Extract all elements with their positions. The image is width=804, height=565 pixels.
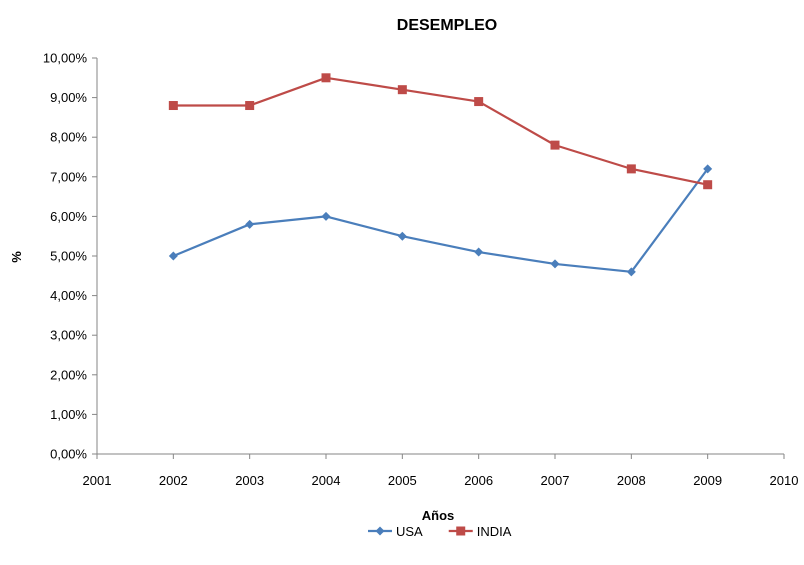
data-point-india [626, 164, 636, 174]
data-point-india [474, 97, 484, 107]
y-tick-label: 4,00% [50, 288, 87, 303]
y-tick-label: 5,00% [50, 249, 87, 264]
y-tick-label: 8,00% [50, 130, 87, 145]
x-tick-label: 2003 [235, 473, 264, 488]
y-tick-label: 1,00% [50, 407, 87, 422]
y-tick-label: 0,00% [50, 447, 87, 462]
x-tick-label: 2001 [83, 473, 112, 488]
legend: USA INDIA [368, 524, 512, 539]
legend-marker-usa [375, 526, 385, 536]
y-tick-label: 6,00% [50, 209, 87, 224]
y-tick-label: 2,00% [50, 367, 87, 382]
plot-area: 0,00% 1,00% 2,00% 3,00% 4,00% 5,00% 6,00% 7,00%… [43, 51, 799, 489]
data-point-india [245, 101, 255, 111]
data-point-india [550, 140, 560, 150]
x-tick-label: 2009 [693, 473, 722, 488]
x-tick-label: 2007 [541, 473, 570, 488]
data-point-usa [550, 259, 560, 269]
legend-marker-india [456, 526, 466, 536]
data-point-usa [703, 164, 713, 174]
legend-label-india: INDIA [477, 524, 512, 539]
y-tick-label: 7,00% [50, 169, 87, 184]
y-tick-label: 10,00% [43, 51, 88, 66]
y-tick-label: 9,00% [50, 90, 87, 105]
y-tick-label: 3,00% [50, 328, 87, 343]
legend-label-usa: USA [396, 524, 423, 539]
data-point-usa [397, 231, 407, 241]
data-point-india [703, 180, 713, 190]
y-axis-title: % [9, 251, 24, 263]
series-line-usa [172, 168, 709, 273]
x-tick-label: 2002 [159, 473, 188, 488]
data-point-india [168, 101, 178, 111]
data-point-usa [245, 219, 255, 229]
data-point-india [397, 85, 407, 95]
data-point-india [321, 73, 331, 83]
data-point-usa [474, 247, 484, 257]
x-tick-label: 2005 [388, 473, 417, 488]
data-point-usa [321, 211, 331, 221]
data-point-usa [626, 267, 636, 277]
x-tick-label: 2004 [312, 473, 341, 488]
x-axis-title: Años [422, 508, 455, 523]
series-line-india [173, 76, 708, 186]
x-tick-label: 2008 [617, 473, 646, 488]
chart-title: DESEMPLEO [397, 17, 497, 34]
x-tick-label: 2006 [464, 473, 493, 488]
x-tick-label: 2010 [770, 473, 799, 488]
data-point-usa [168, 251, 178, 261]
